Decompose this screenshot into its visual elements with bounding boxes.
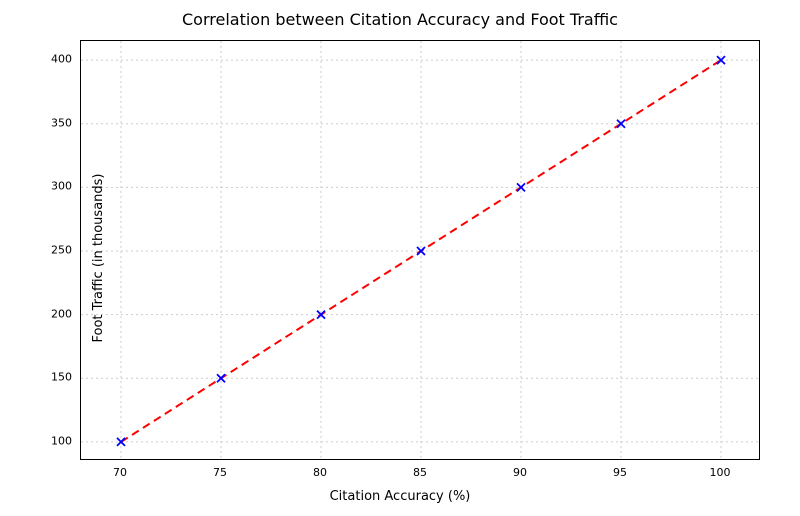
y-tick-label: 150: [51, 371, 72, 384]
chart-container: Correlation between Citation Accuracy an…: [0, 0, 800, 516]
y-tick-label: 300: [51, 180, 72, 193]
y-tick-label: 350: [51, 116, 72, 129]
chart-title: Correlation between Citation Accuracy an…: [0, 10, 800, 29]
x-tick-label: 90: [513, 466, 527, 479]
y-tick-label: 200: [51, 307, 72, 320]
chart-svg: [81, 41, 761, 461]
y-tick-label: 250: [51, 244, 72, 257]
y-tick-label: 100: [51, 434, 72, 447]
x-axis-label: Citation Accuracy (%): [0, 489, 800, 504]
x-tick-label: 75: [213, 466, 227, 479]
x-tick-label: 95: [613, 466, 627, 479]
data-point: [517, 183, 525, 191]
x-tick-label: 100: [710, 466, 731, 479]
x-tick-label: 85: [413, 466, 427, 479]
data-point: [417, 247, 425, 255]
data-point: [117, 438, 125, 446]
x-tick-label: 80: [313, 466, 327, 479]
y-axis-label: Foot Traffic (in thousands): [91, 174, 106, 343]
x-tick-label: 70: [113, 466, 127, 479]
plot-area: [80, 40, 760, 460]
y-tick-label: 400: [51, 53, 72, 66]
